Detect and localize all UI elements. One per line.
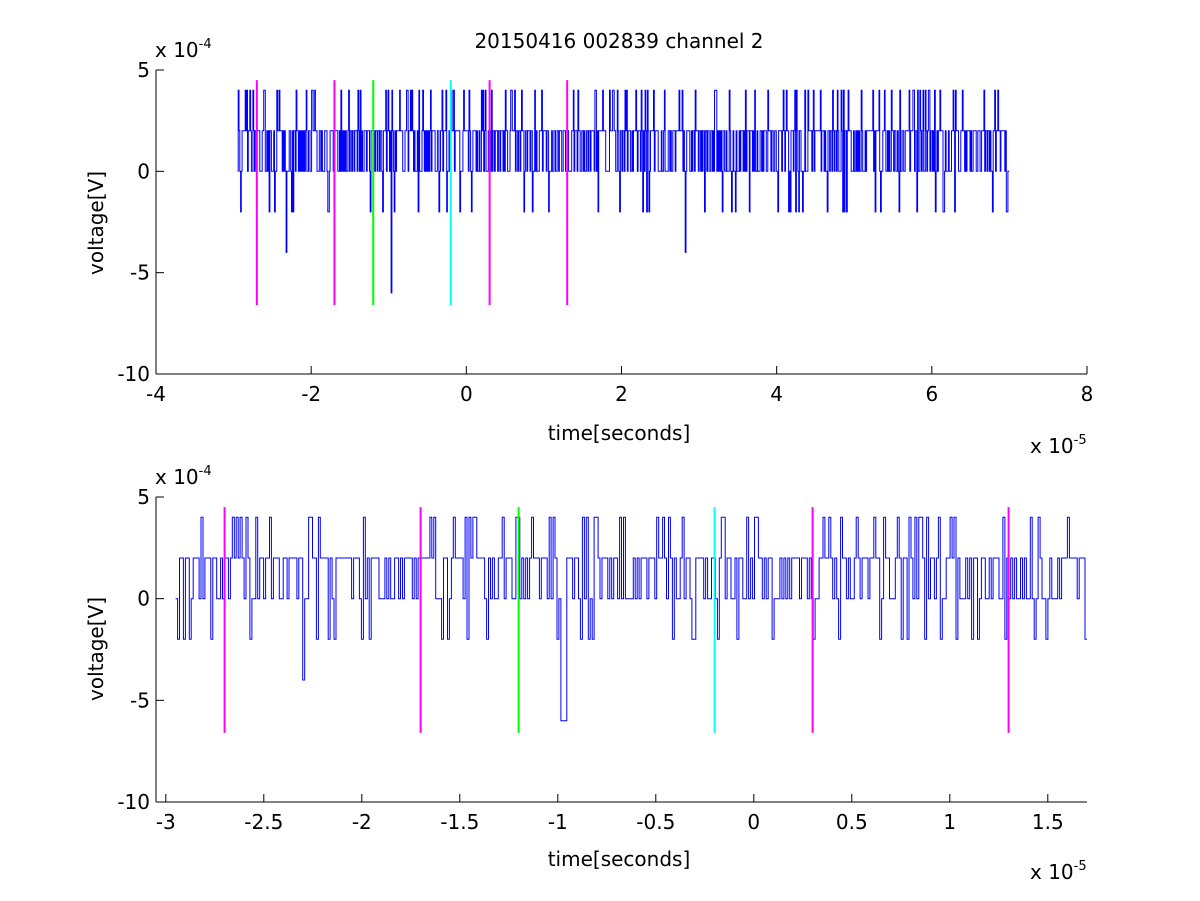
top-subplot: 20150416 002839 channel 2 x 10-4 x 10-5 … xyxy=(84,29,1093,458)
bottom-subplot: x 10-4 x 10-5 time[seconds] voltage[V] -… xyxy=(84,464,1087,884)
svg-text:x 10-5: x 10-5 xyxy=(1030,859,1087,884)
svg-text:x 10-5: x 10-5 xyxy=(1030,433,1087,458)
x-tick-label: -3 xyxy=(156,810,176,834)
svg-text:x 10-4: x 10-4 xyxy=(155,464,212,489)
x-tick-label: -1 xyxy=(548,810,568,834)
x-tick-label: 8 xyxy=(1081,382,1094,406)
y-exponent-label: x 10-4 xyxy=(155,37,212,62)
y-tick-label: -5 xyxy=(130,688,150,712)
y-tick-label: 5 xyxy=(137,485,150,509)
x-axis-label: time[seconds] xyxy=(548,421,691,445)
x-tick-label: 0.5 xyxy=(836,810,868,834)
y-axis-label: voltage[V] xyxy=(84,597,108,701)
x-tick-label: 1.5 xyxy=(1032,810,1064,834)
y-tick-label: -10 xyxy=(117,790,150,814)
signal-series xyxy=(175,516,1087,722)
x-tick-label: 0 xyxy=(460,382,473,406)
chart-title: 20150416 002839 channel 2 xyxy=(474,29,763,53)
svg-text:x 10-4: x 10-4 xyxy=(155,37,212,62)
x-tick-label: -1.5 xyxy=(440,810,479,834)
x-exponent-label: x 10-5 xyxy=(1030,859,1087,884)
x-tick-label: -2.5 xyxy=(244,810,283,834)
x-tick-label: 6 xyxy=(925,382,938,406)
y-tick-label: -5 xyxy=(130,261,150,285)
x-tick-label: 2 xyxy=(615,382,628,406)
x-axis-label: time[seconds] xyxy=(548,847,691,871)
x-tick-label: 0 xyxy=(747,810,760,834)
x-tick-label: -4 xyxy=(146,382,166,406)
y-tick-label: -10 xyxy=(117,362,150,386)
y-tick-label: 0 xyxy=(137,159,150,183)
x-tick-label: 1 xyxy=(943,810,956,834)
y-tick-label: 0 xyxy=(137,587,150,611)
x-tick-label: -2 xyxy=(301,382,321,406)
y-tick-label: 5 xyxy=(137,58,150,82)
x-tick-label: 4 xyxy=(770,382,783,406)
signal-series xyxy=(237,89,1010,294)
y-axis-label: voltage[V] xyxy=(84,171,108,275)
x-tick-label: -2 xyxy=(352,810,372,834)
y-exponent-label: x 10-4 xyxy=(155,464,212,489)
x-exponent-label: x 10-5 xyxy=(1030,433,1087,458)
x-tick-label: -0.5 xyxy=(636,810,675,834)
